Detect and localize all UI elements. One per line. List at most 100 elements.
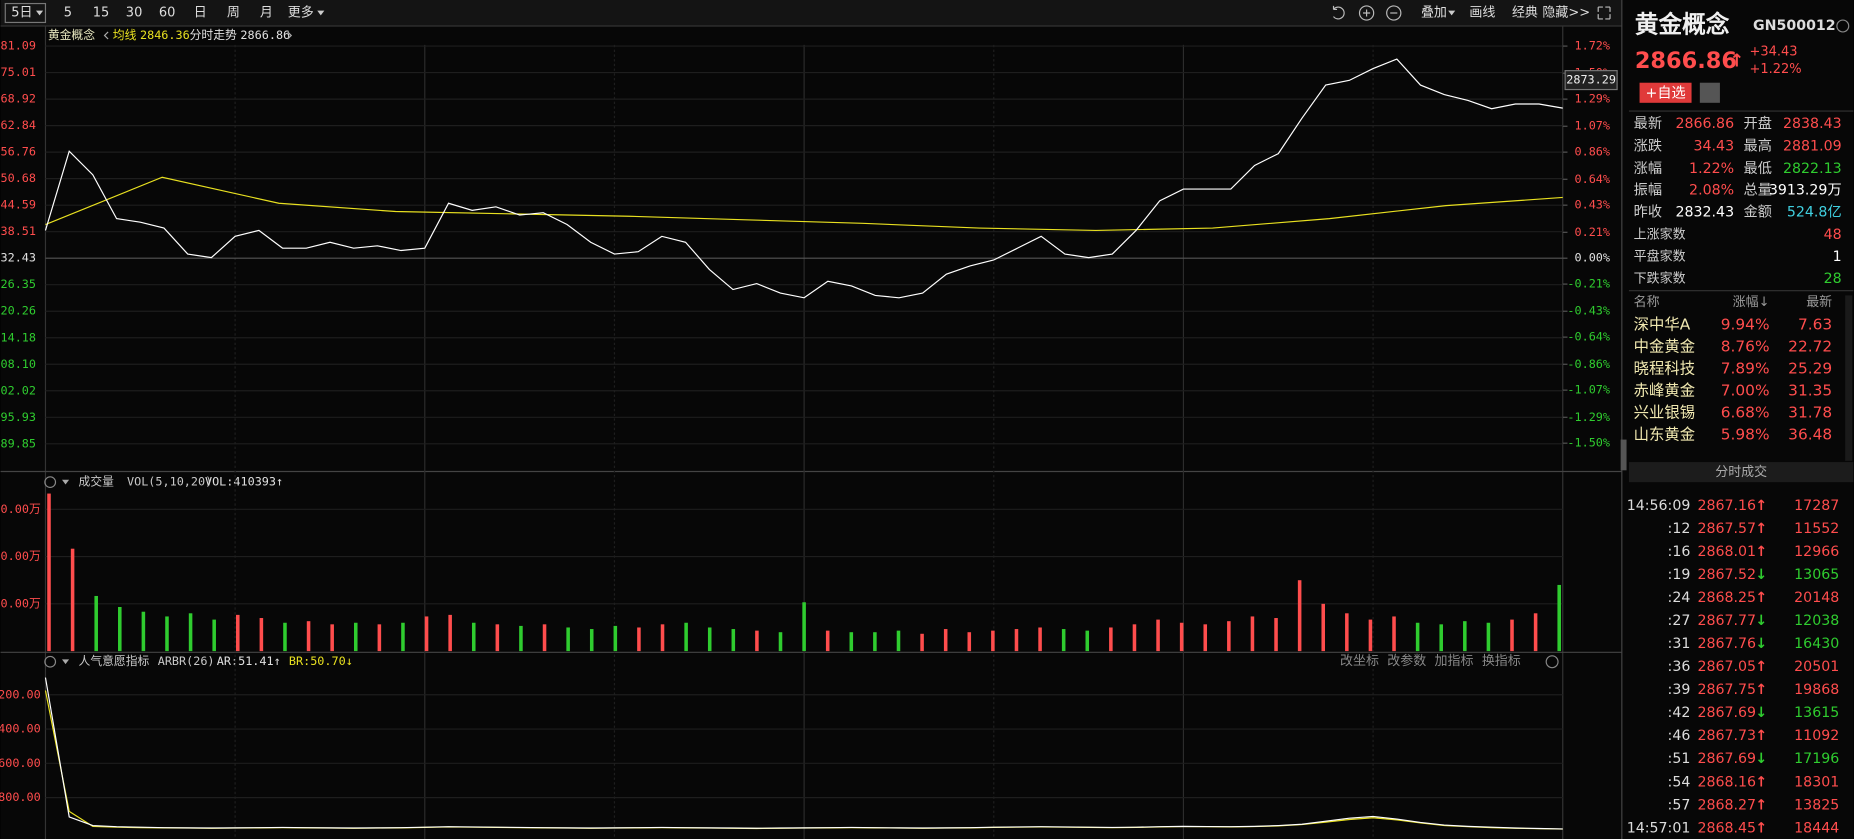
stat-label: 最高 xyxy=(1744,138,1772,155)
watch-button-label[interactable]: +自选 xyxy=(1645,85,1685,101)
volume-bar xyxy=(1439,624,1443,652)
period-tab[interactable]: 周 xyxy=(227,5,240,20)
stock-value[interactable]: 7.89% xyxy=(1721,359,1770,377)
scrollbar[interactable] xyxy=(1845,295,1853,461)
trade-volume: 18301 xyxy=(1794,774,1839,790)
stock-header[interactable]: 名称 xyxy=(1634,294,1660,310)
stock-value[interactable]: 5.98% xyxy=(1721,425,1770,443)
pct-tick-label: 0.64% xyxy=(1575,172,1611,186)
trade-time: :24 xyxy=(1668,590,1691,606)
stat-label: 总量 xyxy=(1744,182,1772,198)
volume-bar xyxy=(118,606,122,652)
nav-left[interactable] xyxy=(103,31,109,40)
stat-value: 2881.09 xyxy=(1783,139,1842,155)
volume-bar xyxy=(1038,627,1042,652)
period-tab[interactable]: 60 xyxy=(159,5,176,20)
indicator-button[interactable]: 换指标 xyxy=(1482,654,1521,669)
tool-button[interactable]: 经典 xyxy=(1512,5,1538,20)
icon-stroke[interactable] xyxy=(1363,9,1371,17)
stock-value[interactable]: 31.35 xyxy=(1788,381,1832,399)
count-label: 下跌家数 xyxy=(1634,270,1686,286)
volume-bar xyxy=(353,622,358,652)
stock-name[interactable]: 兴业银锡 xyxy=(1634,403,1695,421)
pct-tick-label: 1.07% xyxy=(1575,119,1611,133)
stock-value[interactable]: 7.63 xyxy=(1798,315,1832,333)
undo-icon[interactable] xyxy=(1332,5,1345,20)
volume-bar xyxy=(1014,629,1019,652)
stock-value[interactable]: 25.29 xyxy=(1788,359,1832,377)
nav-right[interactable] xyxy=(287,31,293,40)
tool-button[interactable]: 画线 xyxy=(1469,5,1495,20)
info-icon[interactable] xyxy=(1836,19,1850,33)
volume-bar xyxy=(1109,627,1113,652)
stock-value[interactable]: 8.76% xyxy=(1721,337,1770,355)
trade-volume: 11552 xyxy=(1794,521,1839,537)
indicator-button[interactable]: 改参数 xyxy=(1387,653,1426,669)
stock-value[interactable]: 9.94% xyxy=(1721,315,1770,333)
panel-handle[interactable] xyxy=(1620,439,1627,471)
indicator-button[interactable]: 改坐标 xyxy=(1340,654,1379,669)
stock-name[interactable]: 山东黄金 xyxy=(1634,425,1695,443)
dropdown-icon[interactable] xyxy=(62,479,70,485)
stock-name[interactable]: 晓程科技 xyxy=(1634,359,1695,377)
trade-volume: 12966 xyxy=(1794,544,1839,560)
tool-button[interactable]: 叠加 xyxy=(1421,5,1447,20)
stock-value[interactable]: 22.72 xyxy=(1788,337,1832,355)
volume-bar xyxy=(896,630,901,652)
dropdown-icon[interactable] xyxy=(317,10,325,16)
period-tab[interactable]: 更多 xyxy=(288,5,314,20)
dropdown-icon[interactable] xyxy=(1448,10,1456,16)
count-label: 上涨家数 xyxy=(1634,227,1686,243)
period-tab[interactable]: 月 xyxy=(260,5,273,20)
trade-arrow: ↑ xyxy=(1755,590,1767,606)
period-tab[interactable]: 15 xyxy=(93,5,110,20)
trade-price: 2867.76 xyxy=(1697,636,1756,652)
trade-arrow: ↑ xyxy=(1755,544,1767,560)
trade-price: 2867.69 xyxy=(1697,751,1756,767)
period-tab[interactable]: 30 xyxy=(126,5,143,20)
y-tick-label: 2789.85 xyxy=(0,436,36,450)
period-tab[interactable]: 5 xyxy=(64,5,72,20)
indicator-button[interactable]: 加指标 xyxy=(1435,654,1474,669)
fullscreen-icon[interactable] xyxy=(1597,6,1611,20)
arbr-tick-label: 2400.00 xyxy=(0,722,41,736)
help-icon[interactable] xyxy=(44,655,57,668)
period-tab[interactable]: 5日 xyxy=(11,5,32,20)
stock-value[interactable]: 36.48 xyxy=(1788,425,1832,443)
volume-bar xyxy=(1227,621,1231,652)
volume-bar xyxy=(637,627,641,652)
volume-bar xyxy=(330,624,334,652)
tool-button[interactable]: 隐藏>> xyxy=(1542,5,1590,20)
volume-header: 成交量 xyxy=(79,475,115,489)
price-line xyxy=(44,58,1563,299)
dropdown-icon[interactable] xyxy=(36,10,44,16)
help-icon[interactable] xyxy=(44,476,57,489)
trade-price: 2868.01 xyxy=(1697,544,1756,560)
period-tab-box[interactable] xyxy=(4,2,47,24)
stock-header[interactable]: 涨幅↓ xyxy=(1733,295,1770,310)
volume-tick-label: 30.00万 xyxy=(0,596,41,610)
pct-tick-label: -1.07% xyxy=(1567,383,1610,397)
pct-tick-label: 1.29% xyxy=(1575,92,1611,106)
dropdown-icon[interactable] xyxy=(62,659,70,665)
zoom-out-icon[interactable] xyxy=(1386,5,1402,21)
stock-header[interactable]: 最新 xyxy=(1806,294,1832,310)
trade-time: :42 xyxy=(1668,705,1691,721)
alert-button[interactable] xyxy=(1699,82,1720,103)
trade-time: 14:56:09 xyxy=(1627,498,1691,514)
stock-value[interactable]: 31.78 xyxy=(1788,403,1832,421)
stock-name[interactable]: 深中华A xyxy=(1634,315,1691,333)
volume-bar xyxy=(94,595,98,652)
zoom-in-icon[interactable] xyxy=(1358,5,1375,21)
volume-bar xyxy=(1345,613,1349,652)
stock-value[interactable]: 6.68% xyxy=(1721,403,1770,421)
stock-value[interactable]: 7.00% xyxy=(1721,381,1770,399)
stock-name[interactable]: 赤峰黄金 xyxy=(1634,381,1695,399)
watch-button[interactable] xyxy=(1639,82,1692,103)
volume-bar xyxy=(283,622,287,652)
close-icon[interactable] xyxy=(1545,655,1559,669)
stock-name[interactable]: 中金黄金 xyxy=(1634,337,1695,355)
volume-bar xyxy=(236,614,240,652)
period-tab[interactable]: 日 xyxy=(194,5,207,20)
